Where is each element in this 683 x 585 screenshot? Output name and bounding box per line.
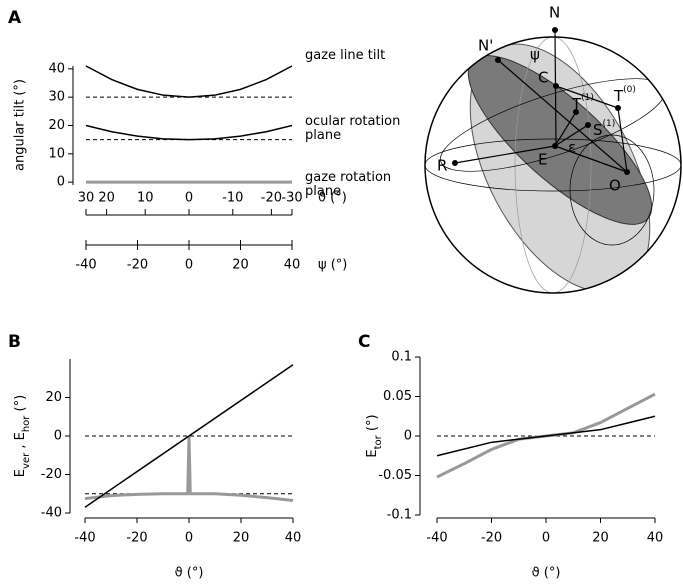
theta-tick-label: 0 <box>185 191 193 206</box>
points <box>452 27 630 175</box>
theta-tick-label: -30 <box>281 191 302 206</box>
series-line <box>85 124 293 141</box>
label: N <box>549 4 560 22</box>
x-tick-label: -40 <box>74 531 95 546</box>
x-tick-label: 40 <box>647 531 664 546</box>
y-axis-label-part: E <box>13 469 28 477</box>
x-tick-label: -20 <box>127 258 148 273</box>
label: O <box>609 177 621 195</box>
label: S(1) <box>593 119 615 139</box>
x-tick-label: 40 <box>285 531 302 546</box>
panel-letter: A <box>8 8 22 28</box>
y-tick-label: 0.1 <box>391 350 412 365</box>
label: T(0) <box>613 85 636 105</box>
y-axis-label-part: ver <box>21 452 32 469</box>
y-tick-label: 20 <box>45 390 62 405</box>
y-axis-label-part: , E <box>13 432 28 453</box>
series-label: ocular rotation plane <box>305 113 401 143</box>
y-tick-label: 10 <box>48 146 65 161</box>
panel-letter: C <box>358 332 370 352</box>
theta-tick-label: -10 <box>222 191 243 206</box>
panel-letter: B <box>8 332 21 352</box>
y-axis-label-part: E <box>365 449 380 457</box>
label: R <box>437 157 447 175</box>
label: E <box>538 151 547 169</box>
y-axis-label: Ever , Ehor (°) <box>13 395 32 477</box>
series-line <box>85 65 293 98</box>
x-tick-label: -20 <box>126 531 147 546</box>
y-tick-label: -40 <box>41 506 62 521</box>
series-line <box>84 435 294 502</box>
y-tick-label: 40 <box>48 61 65 76</box>
y-tick-label: 30 <box>48 90 65 105</box>
x-axis-label: ϑ (°) <box>532 566 561 581</box>
x-tick-label: -20 <box>481 531 502 546</box>
y-axis-label-part: (°) <box>365 414 380 435</box>
y-tick-label: -20 <box>41 467 62 482</box>
y-tick-label: -0.05 <box>378 468 412 483</box>
x-tick-label: -40 <box>75 258 96 273</box>
y-tick-label: 0 <box>404 429 412 444</box>
x-tick-label: 20 <box>592 531 609 546</box>
y-tick-label: 0 <box>57 175 65 190</box>
y-axis-label-part: tor <box>373 434 384 449</box>
cone <box>569 134 655 246</box>
series-line <box>84 364 294 508</box>
x-axis-label: ψ (°) <box>318 258 347 273</box>
sphere-diagram: N N' ψ C T(1) T(0) S(1) E ε R O <box>424 4 682 294</box>
series-line <box>436 415 656 457</box>
x-axis-label: ϑ (°) <box>175 566 204 581</box>
x-tick-label: 20 <box>233 531 250 546</box>
label: T(1) <box>571 93 594 113</box>
label: C <box>538 69 548 87</box>
theta-tick-label: 30 <box>78 191 95 206</box>
y-axis-label: Etor (°) <box>365 414 384 457</box>
series-label: gaze rotation plane <box>305 170 392 200</box>
theta-tick-label: 20 <box>98 191 115 206</box>
y-tick-label: 0.05 <box>383 389 412 404</box>
series-label: gaze line tilt <box>305 48 386 63</box>
x-tick-label: 40 <box>284 258 301 273</box>
y-tick-label: 20 <box>48 118 65 133</box>
y-axis-label-part: (°) <box>13 395 28 416</box>
theta-tick-label: -20 <box>261 191 282 206</box>
label: ε <box>568 139 576 157</box>
x-tick-label: 0 <box>185 531 193 546</box>
x-tick-label: -40 <box>426 531 447 546</box>
y-axis-label-part: hor <box>21 415 32 432</box>
meridian <box>514 37 592 293</box>
x-tick-label: 0 <box>185 258 193 273</box>
y-tick-label: -0.1 <box>387 508 412 523</box>
y-axis-label: angular tilt (°) <box>13 79 28 171</box>
label: N' <box>478 37 493 55</box>
equator <box>425 138 681 192</box>
theta-axis-label: ϑ (°) <box>318 191 347 206</box>
x-tick-label: 0 <box>542 531 550 546</box>
label: ψ <box>530 46 540 64</box>
x-tick-label: 20 <box>232 258 249 273</box>
y-tick-label: 0 <box>54 429 62 444</box>
theta-tick-label: 10 <box>137 191 154 206</box>
sphere <box>424 36 682 294</box>
